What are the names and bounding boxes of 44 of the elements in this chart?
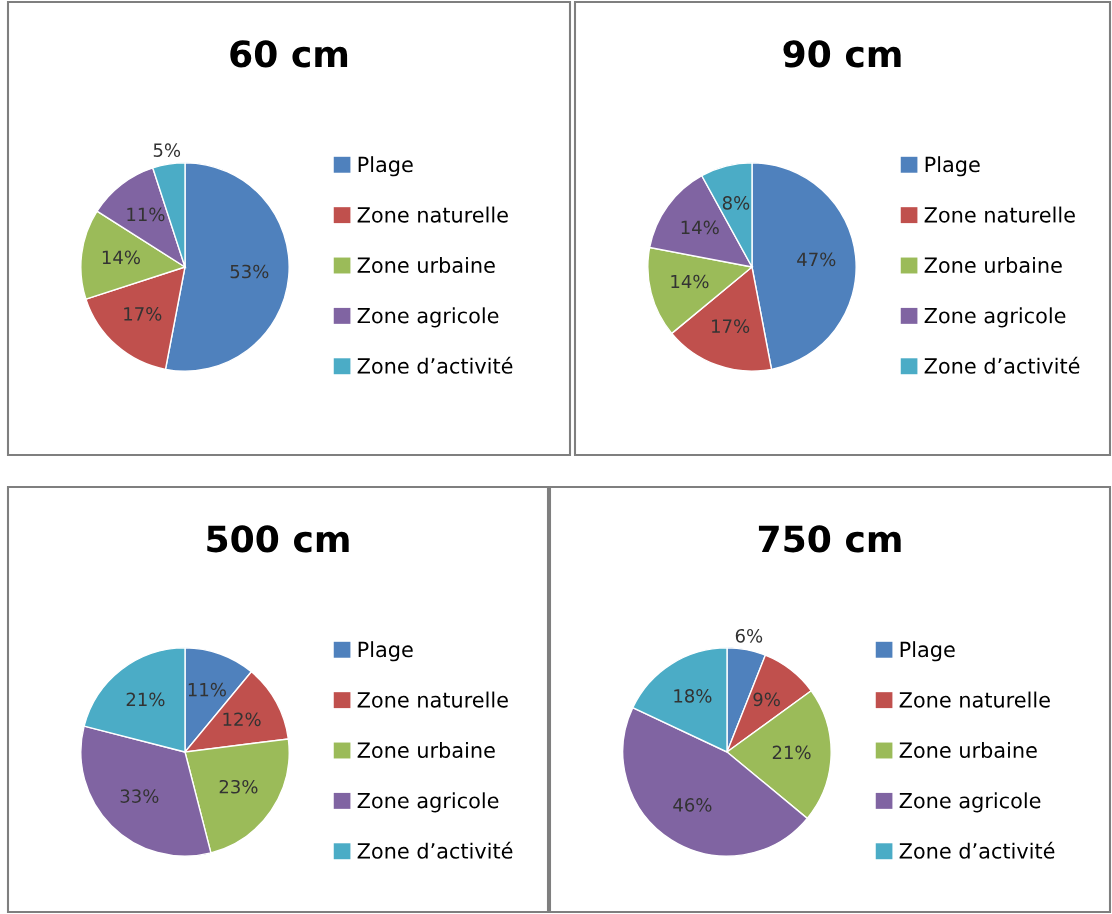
chart-title: 60 cm [230, 40, 348, 68]
legend-label: Zone naturelle [357, 206, 508, 223]
data-label: 14% [671, 274, 709, 289]
data-label: 5% [153, 143, 181, 158]
data-label: 6% [735, 628, 763, 643]
legend-label: Zone d’activité [924, 356, 1080, 374]
legend-label: Zone urbaine [924, 256, 1062, 274]
legend-label: Plage [900, 641, 955, 662]
legend-label: Zone urbaine [357, 256, 495, 274]
legend-label: Plage [358, 641, 413, 662]
data-label: 11% [127, 207, 165, 222]
legend-label: Zone urbaine [357, 741, 495, 759]
data-label: 21% [772, 745, 811, 760]
legend-label: Zone agricole [899, 792, 1041, 813]
chart-title: 90 cm [783, 40, 901, 68]
legend-label: Zone agricole [357, 307, 499, 328]
data-label: 33% [120, 789, 159, 803]
data-label: 46% [673, 798, 712, 812]
chart-title: 500 cm [207, 525, 349, 553]
data-label: 53% [230, 264, 269, 279]
data-label: 14% [102, 250, 140, 265]
data-label: 14% [681, 220, 719, 235]
legend-label: Zone agricole [924, 307, 1066, 328]
chart-title: 750 cm [758, 525, 901, 553]
legend-label: Zone urbaine [899, 741, 1037, 759]
data-label: 23% [219, 779, 258, 794]
legend-label: Zone d’activité [357, 841, 513, 859]
data-label: 9% [753, 692, 780, 707]
data-label: 18% [674, 689, 712, 703]
legend-label: Zone d’activité [899, 841, 1055, 859]
legend-label: Zone naturelle [924, 206, 1075, 223]
data-label: 21% [126, 692, 165, 707]
legend-label: Zone naturelle [899, 691, 1050, 708]
legend-label: Plage [925, 156, 980, 177]
legend-label: Zone agricole [357, 792, 499, 813]
data-label: 11% [188, 682, 226, 697]
data-label: 12% [223, 712, 261, 727]
data-label: 8% [722, 196, 750, 210]
data-label: 17% [712, 319, 750, 333]
legend-label: Plage [358, 156, 413, 177]
legend-label: Zone d’activité [357, 356, 513, 374]
data-label: 17% [124, 307, 162, 321]
legend-label: Zone naturelle [357, 691, 508, 708]
data-label: 47% [797, 252, 836, 267]
